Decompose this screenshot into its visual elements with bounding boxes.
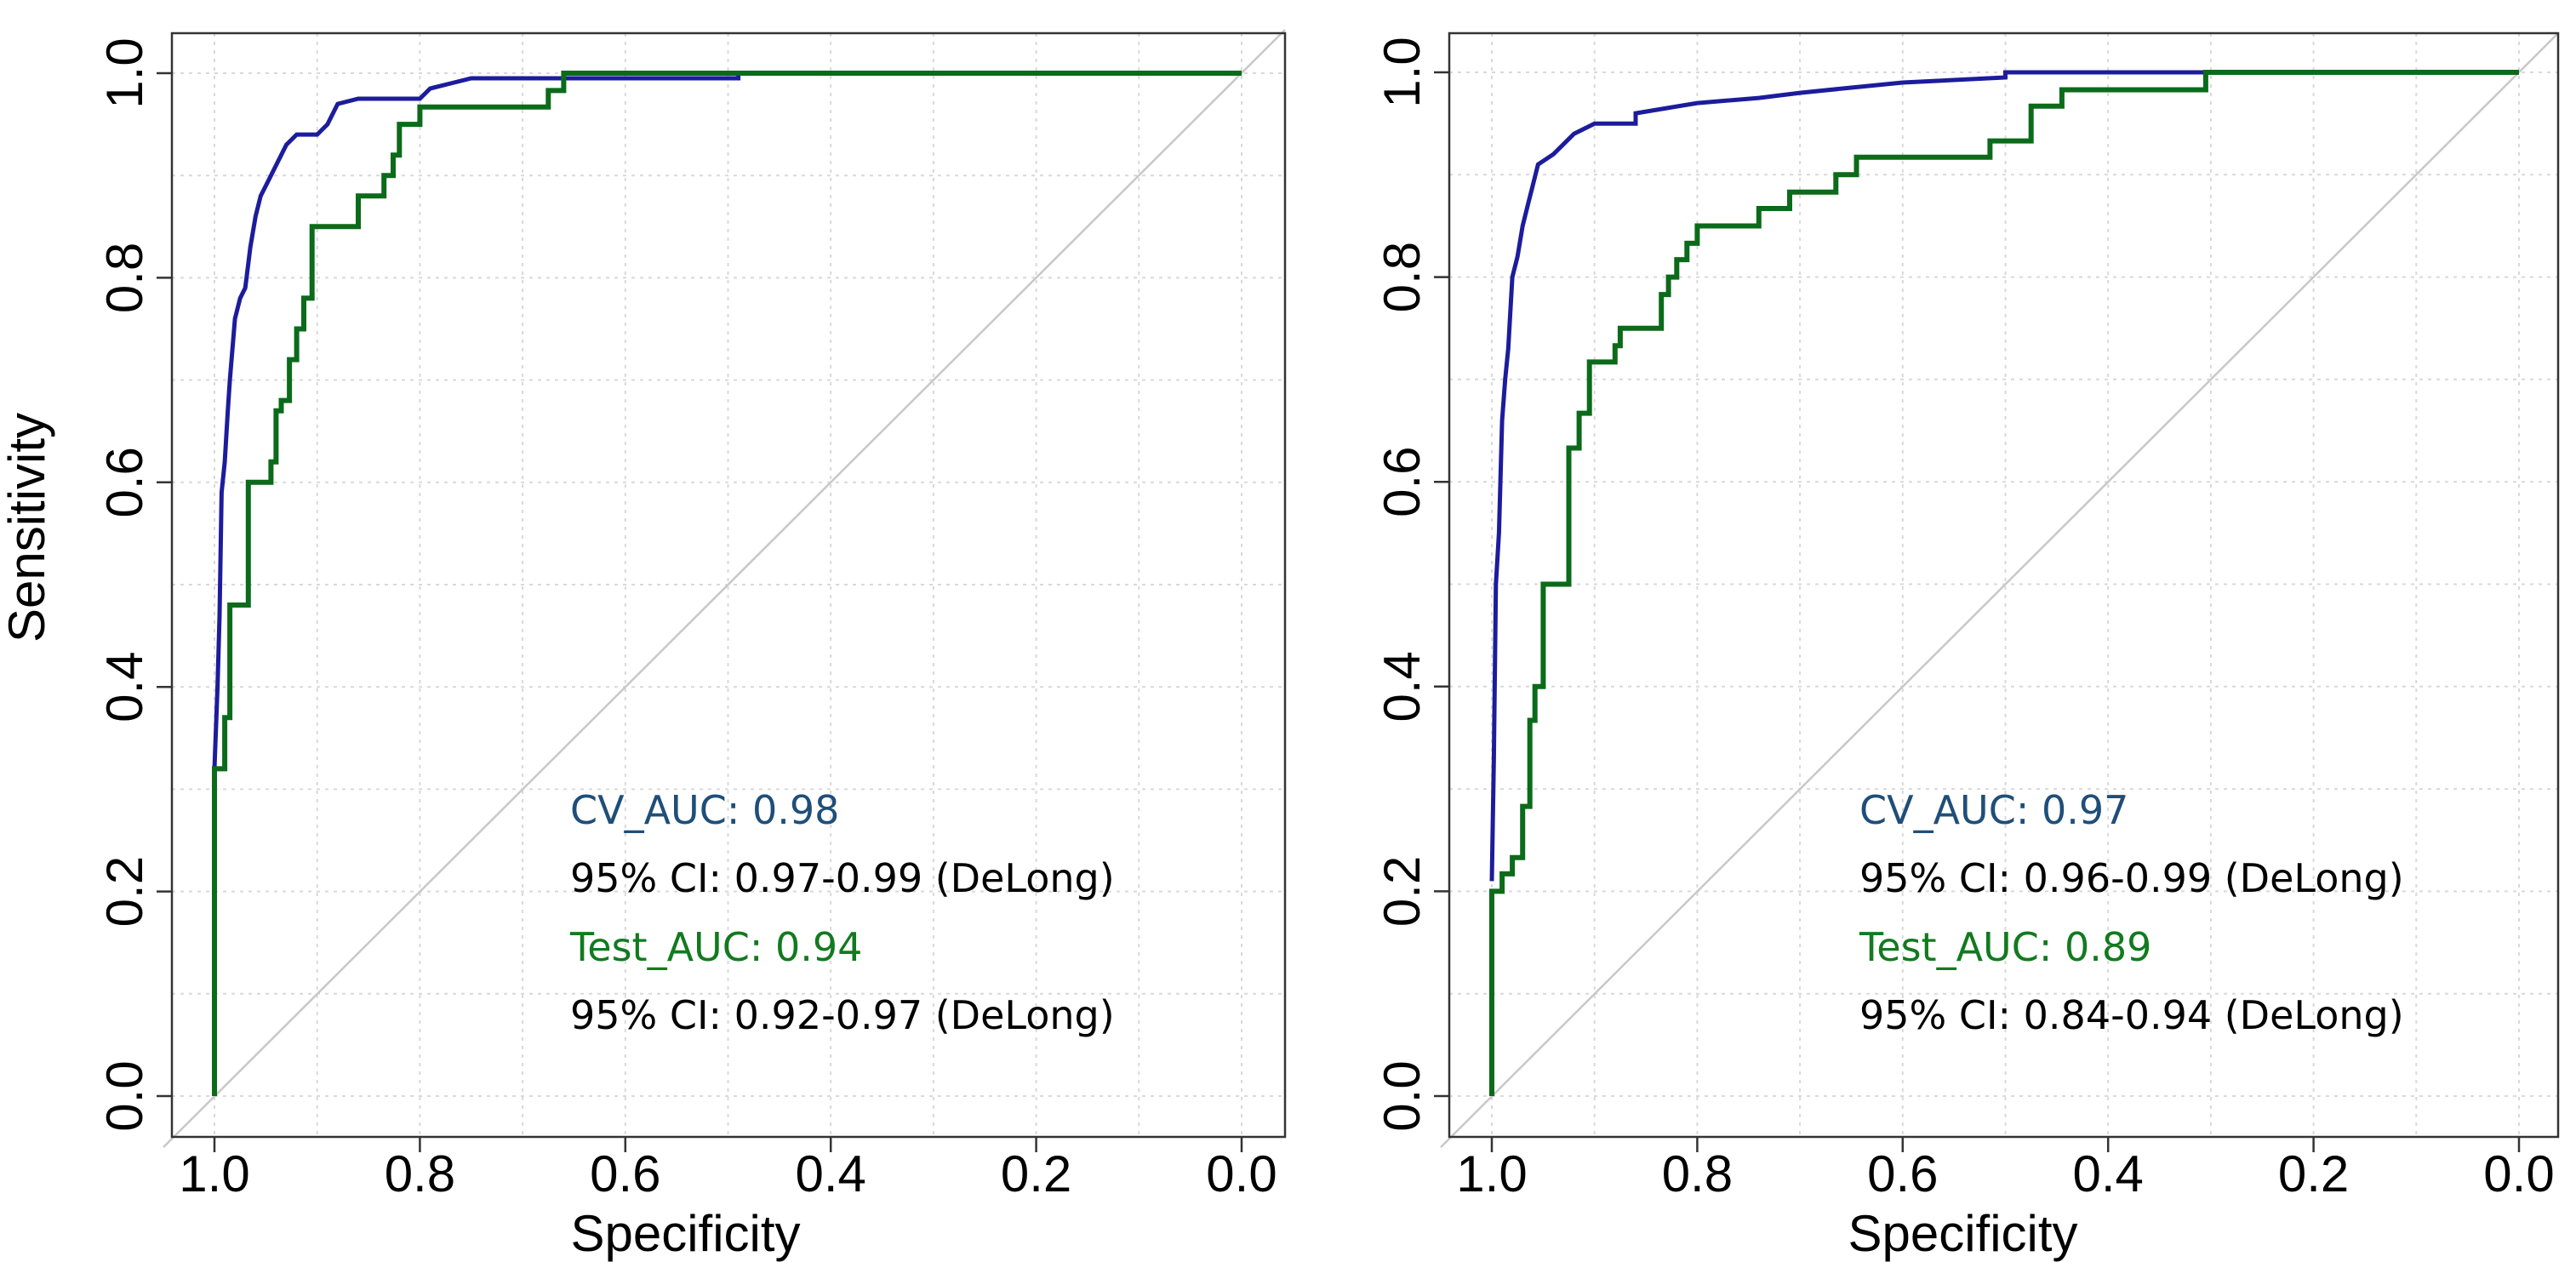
legend-entry: 95% CI: 0.92-0.97 (DeLong) [570, 992, 1115, 1038]
x-tick-label: 0.8 [385, 1145, 455, 1202]
roc-curve-cv [1489, 70, 2519, 882]
y-tick-label: 0.8 [96, 243, 153, 313]
y-tick-label: 0.6 [96, 447, 153, 517]
y-axis-title: Sensitivity [0, 413, 55, 642]
y-tick-label: 0.0 [1374, 1060, 1431, 1131]
legend-entry: 95% CI: 0.97-0.99 (DeLong) [570, 855, 1115, 901]
y-tick-label: 0.2 [1374, 856, 1431, 927]
x-tick-label: 0.6 [1867, 1145, 1938, 1202]
x-tick-label: 0.2 [1001, 1145, 1071, 1202]
x-tick-label: 1.0 [179, 1145, 249, 1202]
roc-curve-test [212, 71, 1242, 1096]
legend-entry: 95% CI: 0.96-0.99 (DeLong) [1859, 855, 2404, 901]
legend-entry: CV_AUC: 0.97 [1859, 787, 2128, 833]
y-tick-label: 0.8 [1374, 242, 1431, 312]
x-tick-label: 0.0 [2483, 1145, 2554, 1202]
x-tick-label: 0.4 [795, 1145, 865, 1202]
x-tick-label: 0.4 [2072, 1145, 2143, 1202]
x-tick-label: 0.2 [2278, 1145, 2349, 1202]
roc-curve-cv [212, 71, 1242, 974]
legend-entry: Test_AUC: 0.89 [1859, 924, 2151, 970]
x-tick-label: 0.0 [1206, 1145, 1277, 1202]
reference-diagonal [1440, 32, 2559, 1149]
y-tick-label: 0.4 [1374, 651, 1431, 722]
plot-frame [170, 31, 1287, 1139]
y-tick-label: 0.6 [1374, 446, 1431, 517]
roc-panel-2: 1.0 0.8 0.6 0.4 0.2 0.0 0.0 0.2 0.4 0.6 0.8 1.0 Spec… [1374, 31, 2560, 1262]
y-tick-label: 1.0 [1374, 37, 1431, 107]
plot-frame [1448, 31, 2560, 1139]
x-axis-title: Specificity [1848, 1205, 2077, 1262]
y-tick-label: 0.2 [96, 856, 153, 927]
legend-entry: CV_AUC: 0.98 [570, 787, 839, 833]
roc-curve-test [1489, 70, 2519, 1096]
y-tick-label: 1.0 [96, 37, 153, 108]
x-tick-label: 0.6 [590, 1145, 660, 1202]
reference-diagonal [163, 29, 1286, 1148]
legend-entry: Test_AUC: 0.94 [569, 924, 862, 970]
x-tick-label: 1.0 [1456, 1145, 1527, 1202]
y-tick-label: 0.4 [96, 651, 153, 722]
y-tick-label: 0.0 [96, 1060, 153, 1131]
x-axis-title: Specificity [570, 1205, 800, 1262]
legend-entry: 95% CI: 0.84-0.94 (DeLong) [1859, 992, 2404, 1038]
x-tick-label: 0.8 [1662, 1145, 1733, 1202]
roc-panel-1: 1.0 0.8 0.6 0.4 0.2 0.0 0.0 0.2 0.4 0.6 0.8 1.0 Spec… [0, 29, 1287, 1262]
